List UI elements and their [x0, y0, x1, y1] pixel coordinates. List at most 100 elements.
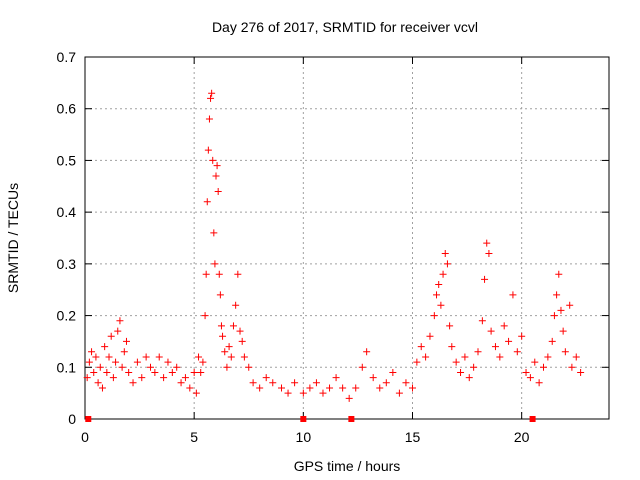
data-point: [548, 337, 556, 345]
data-point: [487, 327, 495, 335]
data-point: [470, 363, 478, 371]
data-point: [245, 363, 253, 371]
y-axis-label: SRMTID / TECUs: [5, 183, 21, 293]
data-point: [138, 374, 146, 382]
data-point: [433, 291, 441, 299]
data-point: [553, 291, 561, 299]
data-point: [203, 198, 211, 206]
data-point: [221, 348, 229, 356]
data-point: [382, 379, 390, 387]
data-point: [94, 379, 102, 387]
data-point: [457, 368, 465, 376]
grid: [85, 57, 609, 419]
data-point: [202, 270, 210, 278]
data-point: [103, 368, 111, 376]
data-point: [417, 343, 425, 351]
data-point: [238, 337, 246, 345]
data-point: [566, 301, 574, 309]
data-point: [435, 281, 443, 289]
y-tick-label: 0.4: [57, 204, 77, 220]
x-tick-label: 5: [190, 429, 198, 445]
data-point: [256, 384, 264, 392]
y-tick-label: 0.3: [57, 256, 77, 272]
data-point: [192, 389, 200, 397]
data-point: [526, 374, 534, 382]
data-point: [522, 368, 530, 376]
data-point: [465, 374, 473, 382]
data-point: [129, 379, 137, 387]
data-point: [151, 368, 159, 376]
data-point: [278, 384, 285, 392]
y-tick-label: 0.5: [57, 152, 77, 168]
data-point: [269, 379, 277, 387]
data-point: [227, 353, 235, 361]
data-point: [291, 379, 299, 387]
data-point: [236, 327, 244, 335]
gap-marker: [348, 416, 355, 422]
data-point: [90, 368, 98, 376]
data-point: [531, 358, 539, 366]
x-tick-label: 15: [405, 429, 421, 445]
x-tick-label: 0: [81, 429, 89, 445]
data-point: [197, 368, 205, 376]
data-point: [164, 358, 172, 366]
gap-marker: [85, 416, 92, 422]
data-point: [319, 389, 327, 397]
data-point: [422, 353, 430, 361]
data-point: [223, 363, 231, 371]
data-point: [88, 348, 96, 356]
data-point: [426, 332, 434, 340]
data-point: [98, 384, 106, 392]
data-point: [505, 337, 513, 345]
data-point: [550, 312, 558, 320]
data-point: [540, 363, 547, 371]
data-point: [120, 348, 128, 356]
data-point: [312, 379, 320, 387]
data-point: [142, 353, 150, 361]
data-point: [213, 162, 221, 170]
data-point: [186, 384, 194, 392]
data-point: [441, 250, 449, 258]
data-point: [207, 94, 215, 102]
data-point: [443, 260, 451, 268]
y-tick-label: 0.2: [57, 308, 77, 324]
data-point: [363, 348, 371, 356]
data-point: [535, 379, 543, 387]
data-point: [168, 368, 176, 376]
data-point: [402, 379, 410, 387]
data-point: [369, 374, 377, 382]
data-point: [572, 353, 580, 361]
data-point: [109, 374, 117, 382]
data-point: [491, 343, 499, 351]
data-point: [483, 239, 491, 247]
gap-marker: [300, 416, 307, 422]
data-point: [513, 348, 521, 356]
data-point: [240, 353, 248, 361]
data-point: [452, 358, 460, 366]
data-point: [561, 348, 569, 356]
data-point: [177, 379, 185, 387]
data-point: [118, 363, 126, 371]
y-tick-label: 0: [68, 411, 76, 427]
chart-title: Day 276 of 2017, SRMTID for receiver vcv…: [212, 19, 478, 35]
data-point: [181, 374, 189, 382]
data-point: [474, 348, 482, 356]
data-point: [299, 389, 307, 397]
gap-markers: [85, 416, 536, 422]
data-point: [112, 358, 120, 366]
data-point: [461, 353, 469, 361]
data-point: [133, 358, 141, 366]
data-point: [190, 368, 198, 376]
data-point: [147, 363, 154, 371]
data-point: [232, 301, 240, 309]
data-point: [205, 115, 213, 123]
data-point: [229, 322, 237, 330]
data-point: [204, 146, 212, 154]
data-point: [376, 384, 384, 392]
data-point: [485, 250, 493, 258]
data-point: [201, 312, 209, 320]
data-point: [509, 291, 517, 299]
data-point: [389, 368, 397, 376]
data-point: [209, 156, 217, 164]
data-point: [326, 384, 334, 392]
